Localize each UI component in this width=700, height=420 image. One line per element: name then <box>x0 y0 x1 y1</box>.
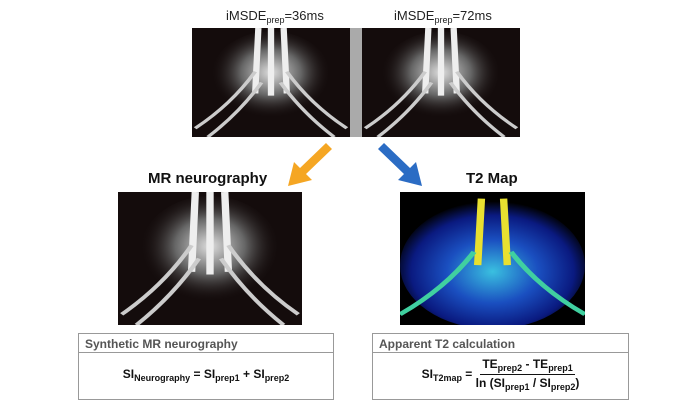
subscript: prep2 <box>264 373 290 383</box>
text: iMSDE <box>394 8 435 23</box>
text: = <box>461 366 473 381</box>
text: - TE <box>522 357 549 371</box>
text: ln (SI <box>475 376 505 390</box>
box-title: Synthetic MR neurography <box>79 334 333 353</box>
text: = SI <box>190 367 216 381</box>
lhs: SIT2map = <box>421 366 473 383</box>
label-36ms: iMSDEprep=36ms <box>226 8 324 25</box>
text: SI <box>122 367 135 381</box>
arrow-blue <box>378 143 422 186</box>
text: ) <box>575 376 580 390</box>
subscript: prep <box>434 15 453 25</box>
text: iMSDE <box>226 8 267 23</box>
image-neurography <box>118 192 302 325</box>
subscript: prep <box>266 15 285 25</box>
text: / SI <box>529 376 551 390</box>
formula: SIT2map = TEprep2 - TEprep1 ln (SIprep1 … <box>373 357 628 392</box>
subscript: prep2 <box>497 363 523 373</box>
text: =72ms <box>452 8 492 23</box>
label-72ms: iMSDEprep=72ms <box>394 8 492 25</box>
subscript: Neurography <box>134 373 191 383</box>
image-72ms <box>362 28 520 137</box>
numerator: TEprep2 - TEprep1 <box>480 357 575 375</box>
subscript: prep1 <box>548 363 573 373</box>
subscript: T2map <box>432 372 462 383</box>
subscript: prep1 <box>215 373 240 383</box>
arrow-orange <box>288 143 332 186</box>
formula: SINeurography = SIprep1 + SIprep2 <box>79 367 333 383</box>
subscript: prep2 <box>550 382 576 392</box>
image-36ms <box>192 28 350 137</box>
text: SI <box>421 366 433 381</box>
denominator: ln (SIprep1 / SIprep2) <box>476 375 580 392</box>
text: TE <box>482 357 498 371</box>
box-t2: Apparent T2 calculation SIT2map = TEprep… <box>372 333 629 400</box>
subscript: prep1 <box>505 382 530 392</box>
box-title: Apparent T2 calculation <box>373 334 628 353</box>
text: =36ms <box>284 8 324 23</box>
fraction: TEprep2 - TEprep1 ln (SIprep1 / SIprep2) <box>476 357 580 392</box>
box-neurography: Synthetic MR neurography SINeurography =… <box>78 333 334 400</box>
text: + SI <box>239 367 265 381</box>
title-t2map: T2 Map <box>466 170 518 187</box>
divider <box>350 28 362 137</box>
title-neurography: MR neurography <box>148 170 268 187</box>
image-t2map <box>400 192 585 325</box>
